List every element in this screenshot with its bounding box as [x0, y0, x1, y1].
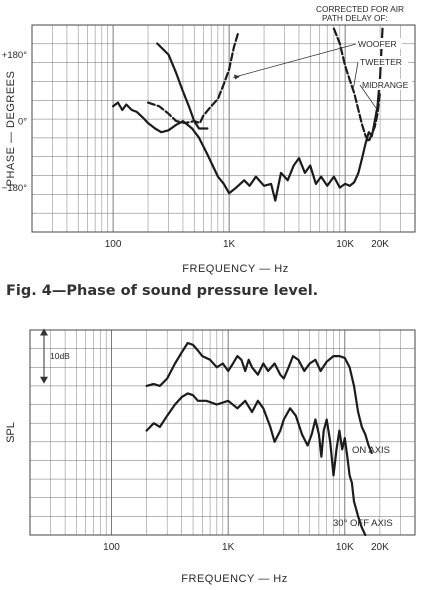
phase-chart: 100 1K 10K 20K FREQUENCY — Hz +180° 0° −180°PHA… — [2, 4, 416, 275]
leader-line — [232, 43, 357, 78]
grid — [29, 329, 416, 536]
y-axis-label: PHASE — DEGREES — [5, 71, 17, 187]
annotation-bg — [360, 79, 412, 90]
x-axis-label: FREQUENCY — Hz — [181, 573, 287, 585]
annotation-tweeter: TWEETER — [360, 57, 402, 67]
series-line-30-off-axis — [145, 392, 367, 537]
x-tick-label: 20K — [371, 542, 389, 553]
x-tick-label: 100 — [105, 239, 122, 250]
scale-marker-arrow — [40, 328, 48, 336]
series-line-on-axis — [145, 341, 373, 455]
scale-marker-label: 10dB — [50, 351, 70, 361]
x-tick-label: 1K — [222, 542, 235, 553]
leader-line — [359, 84, 377, 109]
plot-frame — [31, 24, 416, 233]
series-line-tweeter — [332, 27, 382, 143]
y-tick-label: 0° — [18, 117, 27, 128]
x-tick-label: 1K — [223, 239, 236, 250]
series-label-on-axis: ON AXIS — [352, 445, 390, 456]
annotation-bg — [358, 56, 408, 67]
series-line-curve-3 — [156, 42, 209, 130]
figure-caption: Fig. 4—Phase of sound pressure level. — [6, 283, 319, 299]
x-tick-label: 10K — [336, 542, 354, 553]
leader-arrow — [233, 74, 240, 80]
y-tick-label: +180° — [2, 50, 27, 61]
x-axis-label: FREQUENCY — Hz — [182, 263, 288, 275]
leader-line — [353, 61, 359, 88]
x-tick-label: 100 — [103, 542, 120, 553]
plot-frame — [29, 329, 416, 536]
y-axis-label: SPL — [5, 422, 17, 443]
series-line-midrange — [146, 31, 240, 125]
scale-marker-arrow — [40, 376, 48, 384]
x-tick-label: 10K — [336, 239, 354, 250]
annotation-midrange: MIDRANGE — [362, 80, 409, 90]
annotation-woofer: WOOFER — [358, 39, 397, 49]
annotation: PATH DELAY OF: — [322, 13, 388, 23]
series-label-off-axis: 30° OFF AXIS — [333, 518, 393, 529]
annotation: CORRECTED FOR AIR — [316, 4, 404, 14]
annotation-bg — [356, 38, 402, 49]
x-tick-label: 20K — [371, 239, 389, 250]
y-tick-label: −180° — [2, 183, 27, 194]
series-line-woofer — [112, 27, 384, 202]
